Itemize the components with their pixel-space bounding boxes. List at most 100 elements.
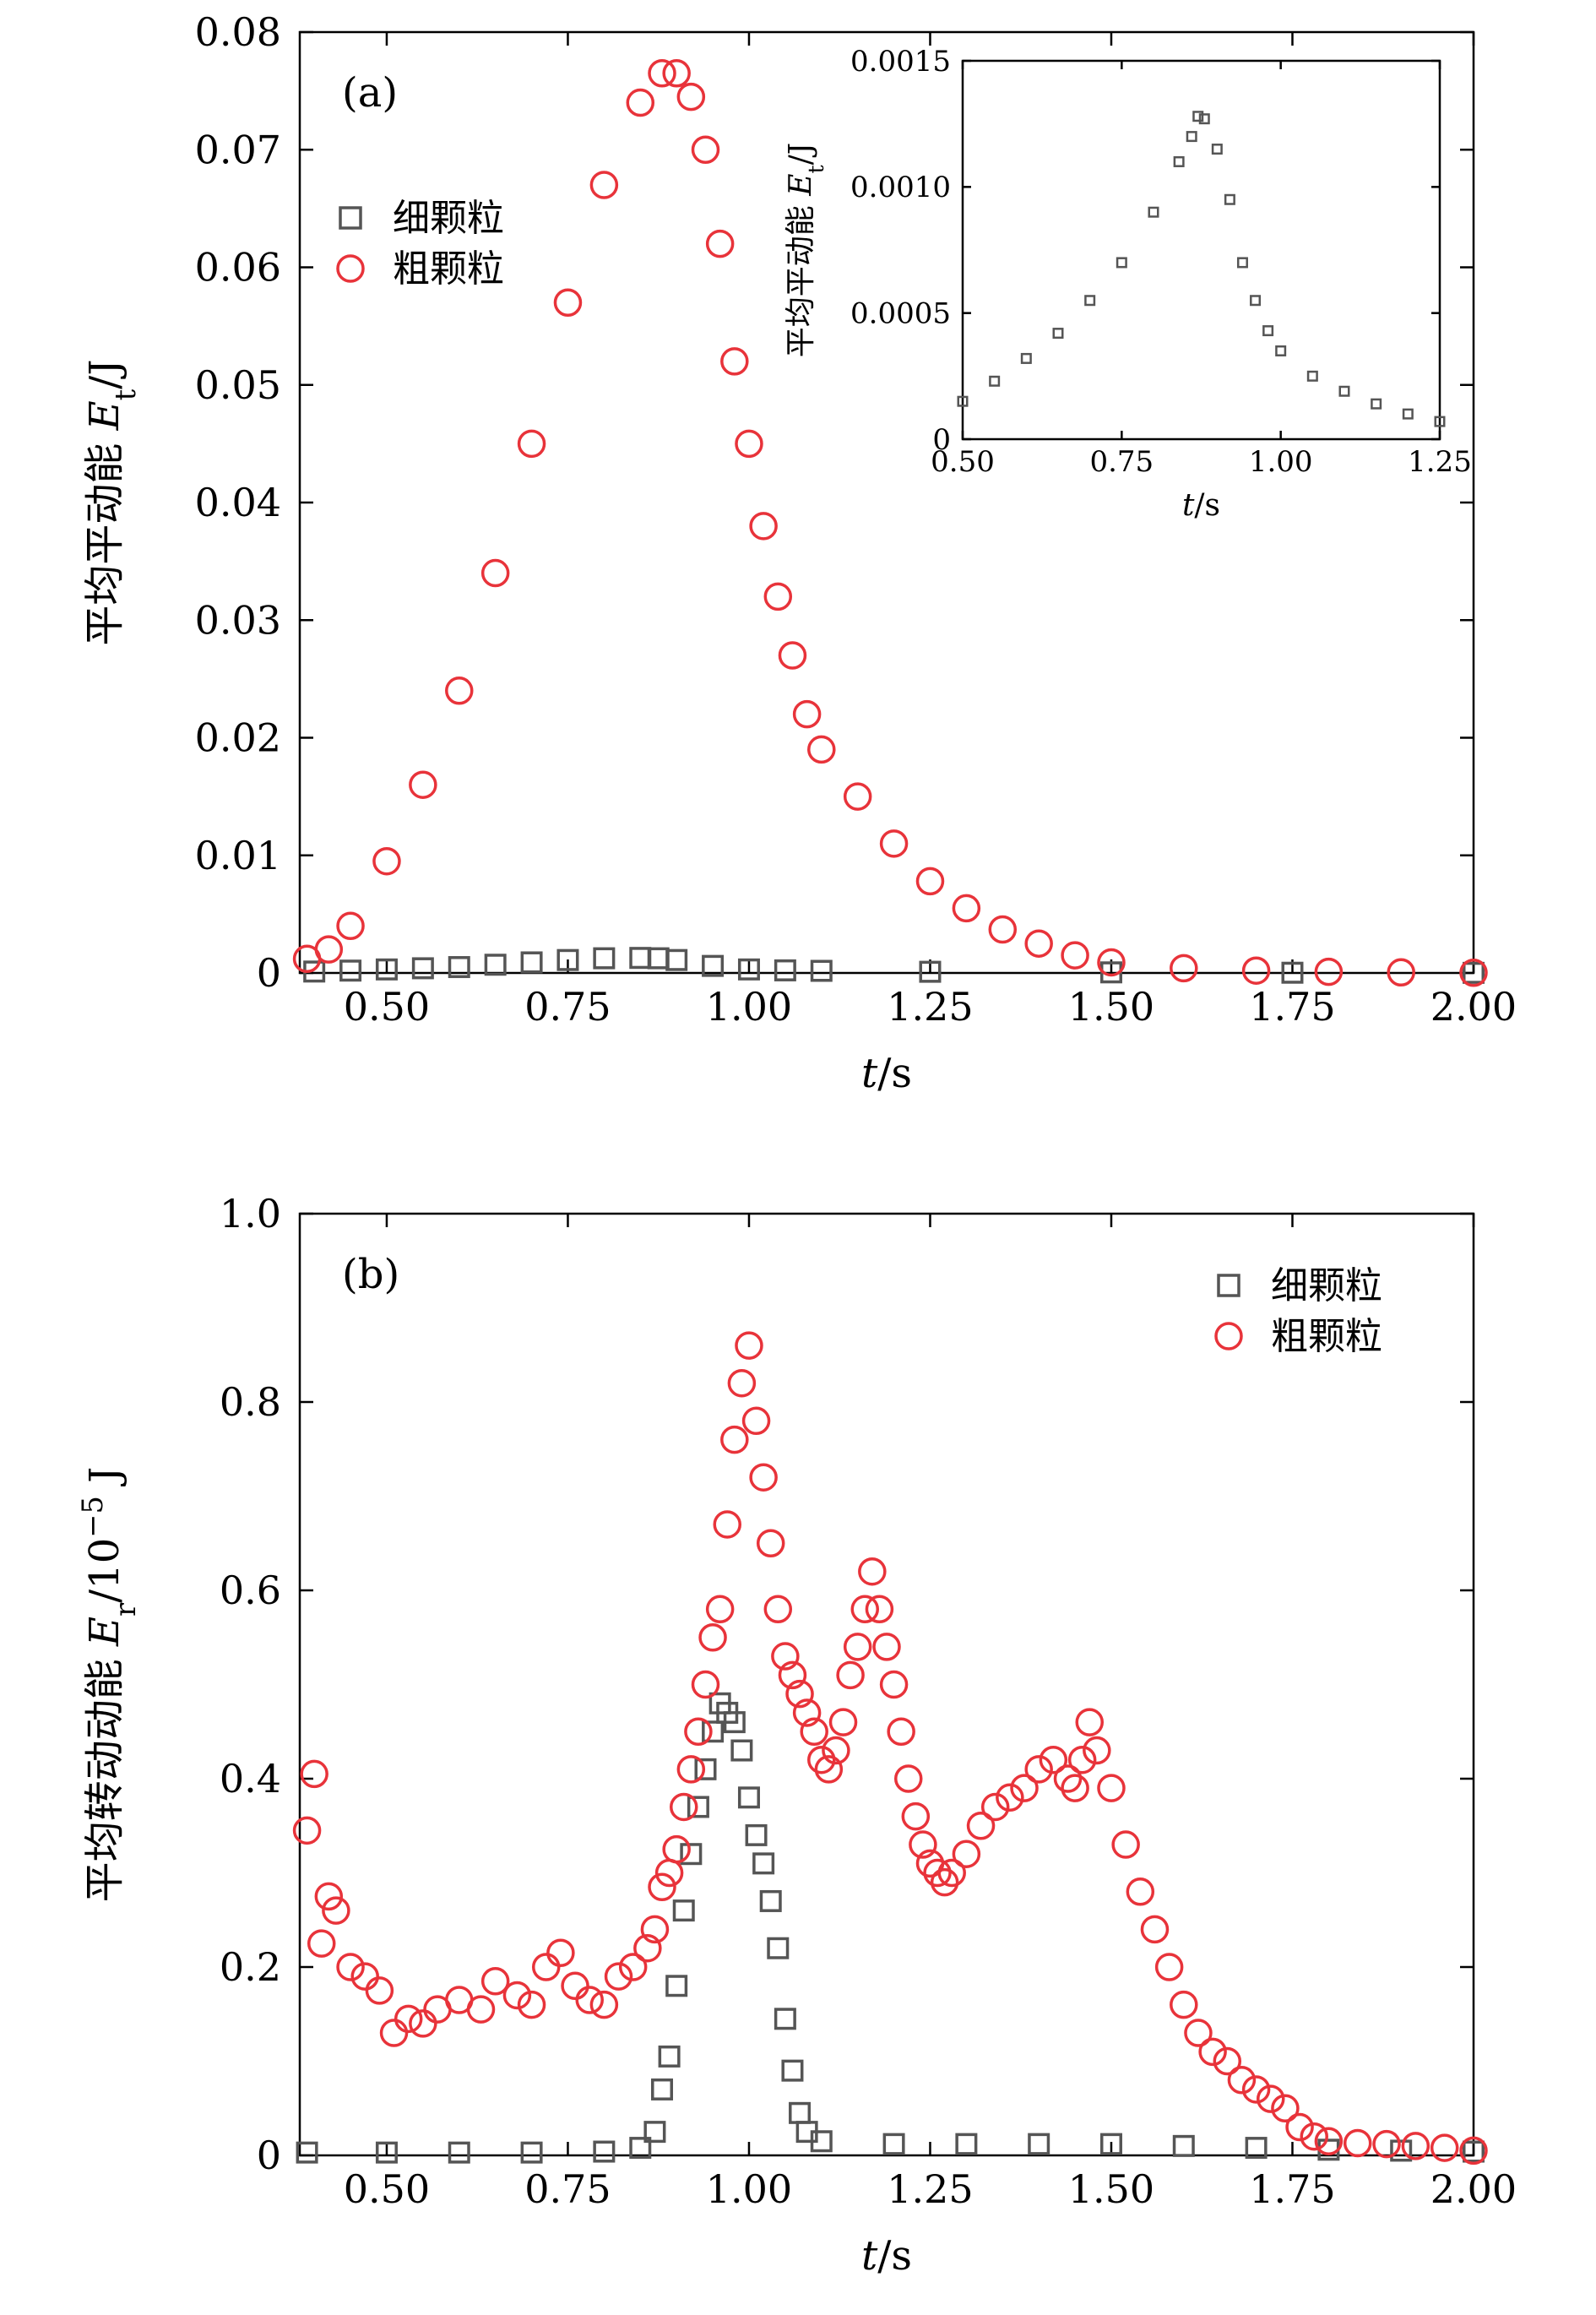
data-point-circle [691,135,720,164]
y-axis-label: 平均转动动能 Er/10−5 J [76,1467,142,1903]
y-tick-label: 0.0010 [850,171,951,204]
data-point-circle [480,558,510,588]
data-point-circle [872,1633,901,1661]
y-axis-label: 平均平动能 Et/J [81,359,142,645]
data-point-circle [720,347,749,376]
data-point-square [1192,111,1204,122]
legend-circle-icon [336,254,365,283]
data-point-square [680,1843,703,1866]
data-markers [957,111,1446,427]
data-point-circle [517,429,546,459]
data-point-circle [822,1736,850,1765]
data-point-circle [1126,1878,1155,1906]
x-tick-label: 0.50 [344,2166,430,2212]
data-point-circle [1061,941,1089,970]
data-point-circle [670,1792,698,1822]
y-tick-label: 0.01 [195,833,281,878]
data-point-circle [1430,2133,1459,2162]
data-point-circle [1184,2019,1213,2047]
y-tick-label: 0.6 [220,1568,281,1613]
data-point-circle [785,1679,814,1709]
data-point-circle [915,867,945,896]
x-axis-label: t/s [861,1050,912,1097]
data-point-square [1281,961,1304,984]
data-point-square [520,951,543,974]
data-point-circle [409,2009,437,2038]
data-point-square [629,2137,652,2160]
data-point-circle [720,1425,749,1454]
x-tick-label: 0.50 [931,445,995,479]
data-point-circle [843,1633,872,1661]
data-point-circle [909,1830,937,1859]
x-tick-label: 1.75 [1249,2166,1335,2212]
data-point-circle [589,1990,619,2019]
data-point-square [1028,2133,1050,2155]
data-point-square [759,1889,782,1912]
data-point-circle [648,1872,676,1901]
data-point-circle [836,1660,865,1690]
data-point-circle [626,88,655,117]
data-point-square [1211,144,1223,155]
y-tick-label: 0 [932,423,951,457]
data-point-square [781,2059,804,2082]
data-point-circle [980,1792,1010,1822]
x-tick-label: 1.75 [1249,984,1335,1030]
data-point-circle [1154,1953,1184,1981]
x-tick-label: 1.25 [887,984,973,1030]
data-point-square [1173,155,1185,167]
data-point-circle [1140,1915,1170,1944]
x-axis-label: t/s [1182,488,1220,523]
data-point-square [1250,295,1262,307]
x-tick-label: 1.00 [1249,445,1313,479]
data-point-square [658,2045,681,2068]
panel-b: 0.50 0.75 1.00 1.25 1.50 1.75 2.00 0 0.2 0.4 0.6 0.… [76,1191,1517,2280]
data-point-circle [1061,1774,1089,1802]
x-tick-label: 2.00 [1430,2166,1517,2212]
data-point-square [745,1823,768,1846]
data-point-square [1434,416,1446,427]
data-point-square [1245,2137,1268,2160]
data-point-square [1463,2140,1485,2163]
data-point-circle [1053,1764,1083,1793]
data-point-circle [1387,958,1415,987]
data-point-circle [561,1971,589,2001]
data-point-circle [314,1882,344,1911]
data-point-square [1275,345,1287,356]
data-point-circle [676,82,706,111]
data-point-circle [1459,2136,1488,2166]
data-point-square [520,2141,543,2164]
data-point-circle [705,229,735,258]
data-point-square [672,1899,695,1922]
data-point-square [1262,325,1274,337]
y-tick-label: 0.4 [220,1756,281,1801]
data-point-circle [1401,2132,1430,2160]
legend-label: 细颗粒 [1271,1264,1382,1307]
y-tick-label: 0.8 [220,1379,281,1425]
data-point-circle [1075,1708,1104,1736]
data-point-circle [1241,956,1271,985]
data-point-circle [879,1670,909,1699]
data-point-square [643,2121,666,2144]
data-point-square [774,959,796,981]
data-point-circle [633,1933,662,1963]
data-point-circle [553,288,583,318]
y-tick-label: 0.0015 [850,45,951,79]
y-tick-label: 0.02 [195,715,281,761]
legend-label: 粗颗粒 [393,247,504,291]
data-point-square [375,2141,398,2164]
data-point-circle [1372,2129,1401,2159]
y-tick-label: 0.06 [195,245,281,291]
data-point-square [375,958,398,981]
x-tick-label: 1.50 [1068,2166,1154,2212]
data-point-circle [322,1896,350,1925]
data-point-circle [1198,2037,1227,2067]
data-point-circle [1314,957,1344,986]
data-point-circle [966,1812,996,1840]
data-point-circle [763,582,793,611]
data-point-circle [604,1962,633,1991]
data-point-square [694,1758,717,1780]
data-point-square [1186,131,1197,143]
data-point-square [1198,113,1210,125]
data-point-square [1463,961,1485,984]
data-point-square [810,2130,833,2153]
